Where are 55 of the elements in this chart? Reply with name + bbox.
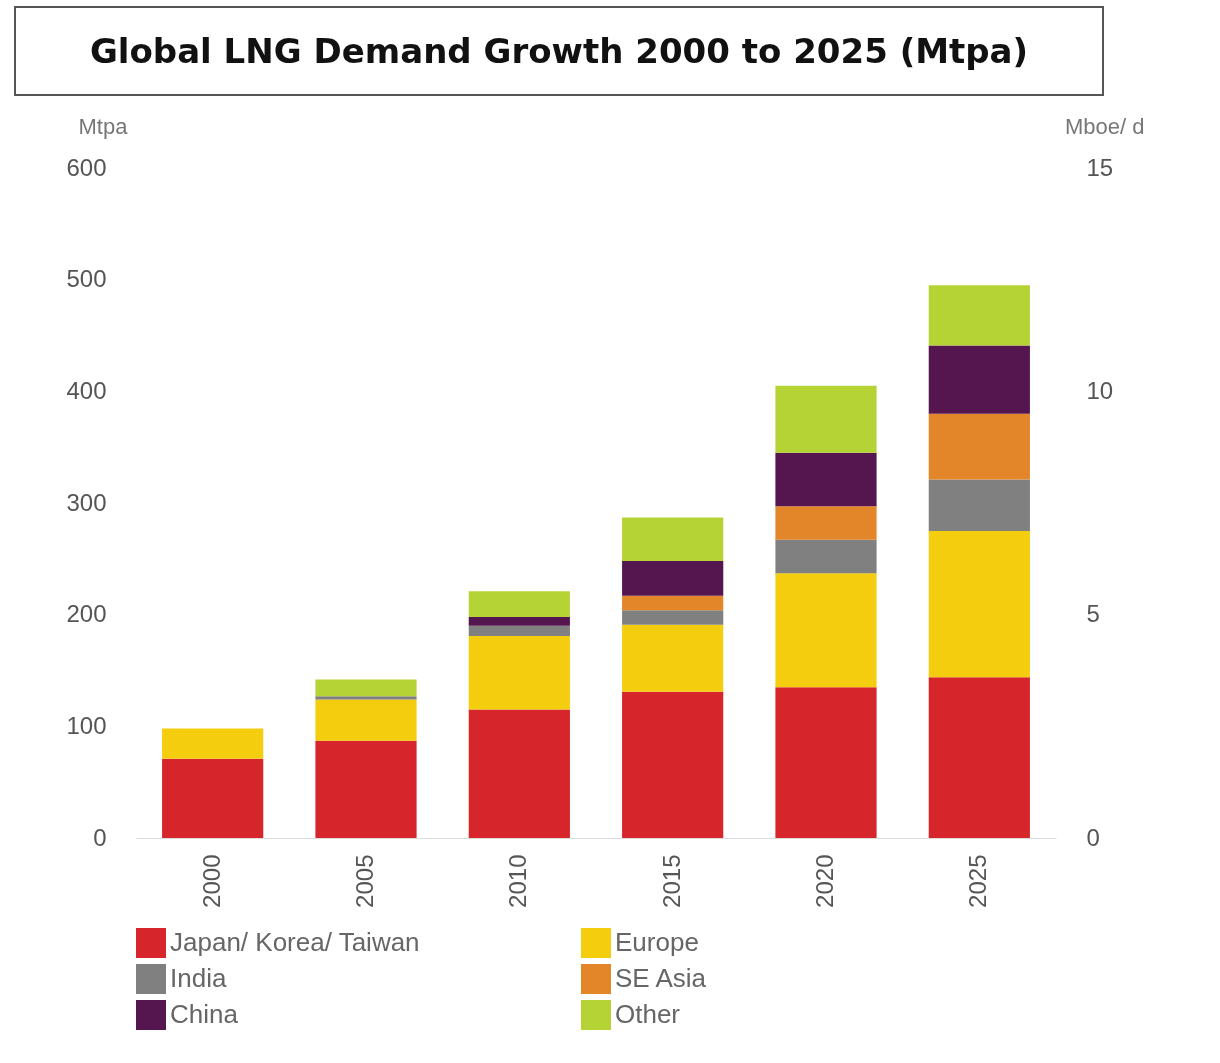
bar xyxy=(775,452,877,507)
chart-title: Global LNG Demand Growth 2000 to 2025 (Mtpa) xyxy=(14,6,1104,96)
bar xyxy=(468,625,570,636)
bar xyxy=(315,699,417,741)
bar xyxy=(775,573,877,688)
bar xyxy=(622,691,724,838)
bar xyxy=(622,517,724,562)
y-tick-label: 100 xyxy=(66,711,107,739)
bar xyxy=(315,679,417,697)
bar xyxy=(468,709,570,838)
y-tick-label: 500 xyxy=(66,265,107,293)
x-tick-label: 2025 xyxy=(964,854,992,908)
x-tick-label: 2015 xyxy=(657,854,685,908)
bar xyxy=(775,385,877,453)
legend-label: Europe xyxy=(615,927,699,957)
bar xyxy=(928,345,1030,414)
y-tick-label: 600 xyxy=(66,153,107,181)
y-axis-title: Mtpa xyxy=(78,113,129,139)
x-tick-label: 2010 xyxy=(504,854,532,908)
bar xyxy=(162,728,264,759)
legend-label: China xyxy=(170,999,239,1029)
bar xyxy=(622,595,724,611)
bar xyxy=(468,616,570,626)
bar xyxy=(162,758,264,838)
bar xyxy=(315,696,417,700)
bar xyxy=(468,635,570,710)
y2-tick-label: 10 xyxy=(1086,376,1114,404)
bar xyxy=(928,530,1030,678)
y-tick-label: 300 xyxy=(66,488,107,516)
bar xyxy=(775,539,877,574)
y2-tick-label: 0 xyxy=(1086,823,1100,851)
x-tick-label: 2020 xyxy=(811,854,838,908)
bar xyxy=(775,506,877,540)
bar xyxy=(622,624,724,692)
bar xyxy=(928,479,1030,531)
legend-label: SE Asia xyxy=(615,963,707,993)
bar xyxy=(928,677,1030,838)
y2-tick-label: 15 xyxy=(1086,153,1114,181)
legend-label: Other xyxy=(615,999,681,1029)
bar xyxy=(622,561,724,596)
x-tick-label: 2000 xyxy=(197,854,225,908)
legend-label: Japan/ Korea/ Taiwan xyxy=(170,927,420,957)
y2-axis-title: Mboe/ d xyxy=(1065,113,1145,139)
bar xyxy=(775,687,877,838)
bar xyxy=(622,610,724,625)
y-tick-label: 400 xyxy=(66,376,107,404)
y-tick-label: 0 xyxy=(93,823,107,851)
x-tick-label: 2005 xyxy=(351,854,378,908)
bar xyxy=(468,591,570,617)
bar xyxy=(315,740,417,838)
bar xyxy=(928,413,1030,480)
y2-tick-label: 5 xyxy=(1086,600,1100,628)
y-tick-label: 200 xyxy=(66,600,107,628)
bar xyxy=(928,285,1030,346)
legend-label: India xyxy=(170,963,227,993)
